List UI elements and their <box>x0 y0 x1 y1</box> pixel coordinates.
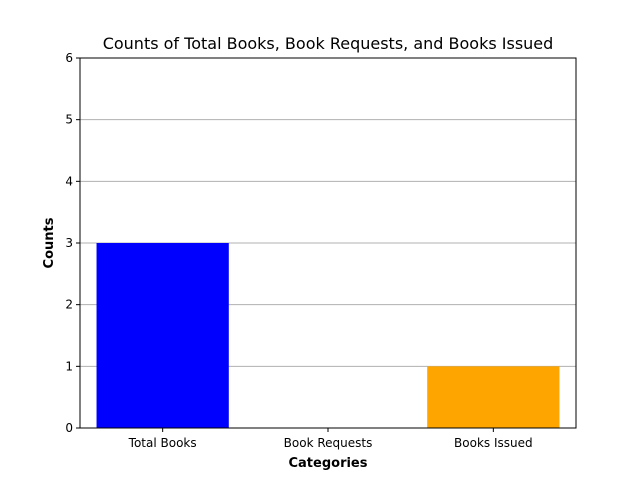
x-axis-ticks: Total Books Book Requests Books Issued <box>128 428 533 450</box>
bars <box>96 243 560 428</box>
x-tick-label: Total Books <box>128 436 197 450</box>
bar-books-issued <box>427 366 560 428</box>
x-tick-label: Book Requests <box>284 436 373 450</box>
y-axis-ticks: 0 1 2 3 4 5 6 <box>65 51 80 435</box>
x-tick-label: Books Issued <box>454 436 533 450</box>
bar-total-books <box>96 243 229 428</box>
x-axis-label: Categories <box>288 456 367 471</box>
y-tick-label: 4 <box>65 174 73 188</box>
y-axis-label: Counts <box>42 217 57 268</box>
y-tick-label: 3 <box>65 236 73 250</box>
y-tick-label: 2 <box>65 298 73 312</box>
y-tick-label: 1 <box>65 359 73 373</box>
chart-title: Counts of Total Books, Book Requests, an… <box>103 34 554 53</box>
y-tick-label: 0 <box>65 421 73 435</box>
y-tick-label: 5 <box>65 113 73 127</box>
y-tick-label: 6 <box>65 51 73 65</box>
